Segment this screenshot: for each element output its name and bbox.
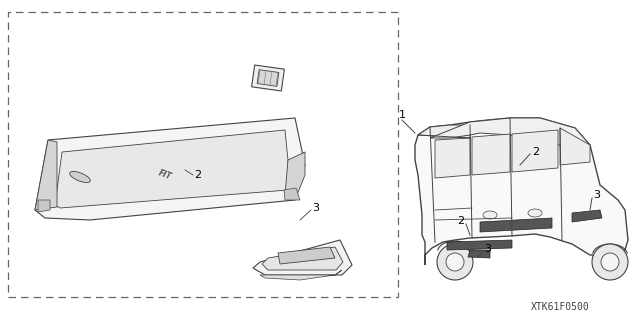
Ellipse shape xyxy=(528,209,542,217)
Polygon shape xyxy=(35,140,57,210)
Text: FIT: FIT xyxy=(157,168,173,182)
Polygon shape xyxy=(260,270,342,280)
Text: 3: 3 xyxy=(593,190,600,200)
Polygon shape xyxy=(572,210,602,222)
Polygon shape xyxy=(468,250,490,258)
Polygon shape xyxy=(253,240,352,275)
Polygon shape xyxy=(447,240,512,250)
Text: 2: 2 xyxy=(458,216,465,226)
Text: 3: 3 xyxy=(484,244,492,254)
Ellipse shape xyxy=(483,211,497,219)
Polygon shape xyxy=(35,118,305,220)
Circle shape xyxy=(592,244,628,280)
Polygon shape xyxy=(55,130,288,208)
Polygon shape xyxy=(512,130,558,172)
Polygon shape xyxy=(418,125,470,138)
Ellipse shape xyxy=(70,171,90,182)
Text: XTK61F0500: XTK61F0500 xyxy=(531,302,589,312)
Circle shape xyxy=(446,253,464,271)
Text: 3: 3 xyxy=(312,203,319,213)
Polygon shape xyxy=(278,247,335,264)
Polygon shape xyxy=(435,138,470,178)
Polygon shape xyxy=(262,247,343,270)
Polygon shape xyxy=(284,188,300,200)
Polygon shape xyxy=(480,218,552,232)
Text: 2: 2 xyxy=(532,147,540,157)
Polygon shape xyxy=(430,118,590,148)
Polygon shape xyxy=(560,128,590,165)
Circle shape xyxy=(437,244,473,280)
Polygon shape xyxy=(38,200,50,212)
Polygon shape xyxy=(285,152,305,200)
Polygon shape xyxy=(415,118,628,265)
Polygon shape xyxy=(257,70,279,86)
Polygon shape xyxy=(472,134,510,175)
Polygon shape xyxy=(252,65,284,91)
Text: 2: 2 xyxy=(195,170,202,180)
Bar xyxy=(8,12,398,297)
Circle shape xyxy=(601,253,619,271)
Text: 1: 1 xyxy=(399,110,406,120)
